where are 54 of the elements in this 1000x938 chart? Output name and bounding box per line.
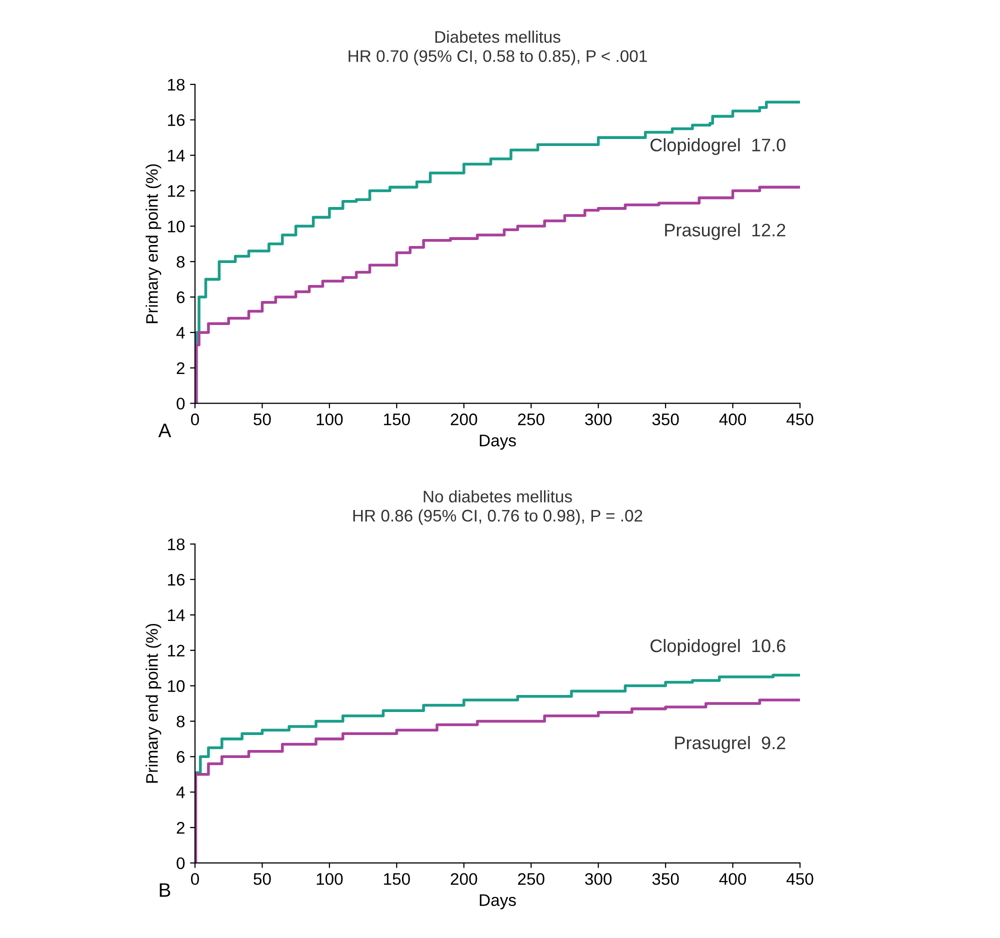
x-tick-label: 100	[316, 873, 343, 885]
y-tick-label: 6	[176, 751, 185, 763]
x-tick-label: 0	[191, 873, 199, 885]
x-tick-label: 300	[585, 873, 612, 885]
y-tick-label: 4	[176, 327, 185, 339]
x-tick-label: 450	[786, 414, 814, 426]
x-tick-label: 50	[254, 414, 271, 426]
x-tick-label: 150	[384, 873, 410, 885]
y-tick-label: 2	[176, 822, 184, 834]
x-tick-label: 250	[518, 873, 544, 885]
y-tick-label: 18	[168, 78, 185, 91]
x-tick-label: 400	[719, 414, 746, 426]
text: B	[160, 883, 170, 897]
y-axis-title: Primary end point (%)	[146, 164, 162, 324]
y-axis-title: Primary end point (%)	[146, 624, 162, 783]
y-tick-label: 4	[176, 786, 185, 798]
x-tick-label: 50	[254, 873, 271, 885]
x-tick-label: 100	[316, 414, 343, 426]
y-tick-label: 0	[176, 857, 185, 870]
y-tick-label: 12	[168, 644, 184, 656]
series-label: Clopidogrel 10.6	[650, 638, 786, 656]
x-tick-label: 400	[719, 873, 746, 885]
x-tick-label: 200	[450, 414, 478, 426]
y-tick-label: 16	[168, 574, 185, 586]
chart-subtitle: HR 0.70 (95% CI, 0.58 to 0.85), P < .001	[348, 50, 647, 66]
x-axis-title: Days	[480, 894, 516, 910]
text: A	[158, 424, 172, 438]
x-tick-label: 200	[450, 873, 478, 885]
x-axis-title: Days	[480, 434, 516, 450]
y-tick-label: 2	[176, 362, 184, 374]
series-label: Prasugrel 12.2	[665, 223, 786, 240]
y-tick-label: 10	[168, 680, 185, 692]
chart-title: No diabetes mellitus	[424, 490, 572, 502]
x-tick-label: 150	[384, 414, 410, 426]
y-tick-label: 6	[176, 291, 185, 304]
x-tick-label: 350	[652, 414, 679, 426]
x-tick-label: 300	[585, 414, 612, 426]
y-tick-label: 8	[176, 716, 185, 728]
y-tick-label: 8	[176, 256, 185, 268]
y-tick-label: 12	[168, 185, 184, 197]
chart-subtitle: HR 0.86 (95% CI, 0.76 to 0.98), P = .02	[353, 509, 642, 525]
x-tick-label: 350	[652, 873, 679, 885]
series-label: Clopidogrel 17.0	[650, 138, 786, 155]
x-tick-label: 450	[786, 873, 814, 885]
chart-title: Diabetes mellitus	[435, 30, 560, 43]
y-tick-label: 0	[176, 398, 185, 410]
y-tick-label: 16	[168, 114, 185, 126]
y-tick-label: 14	[168, 609, 185, 621]
x-tick-label: 250	[518, 414, 544, 426]
y-tick-label: 10	[168, 220, 185, 232]
x-tick-label: 0	[191, 414, 199, 426]
y-tick-label: 14	[168, 150, 185, 162]
series-label: Prasugrel 9.2	[675, 736, 786, 753]
y-tick-label: 18	[168, 538, 185, 550]
